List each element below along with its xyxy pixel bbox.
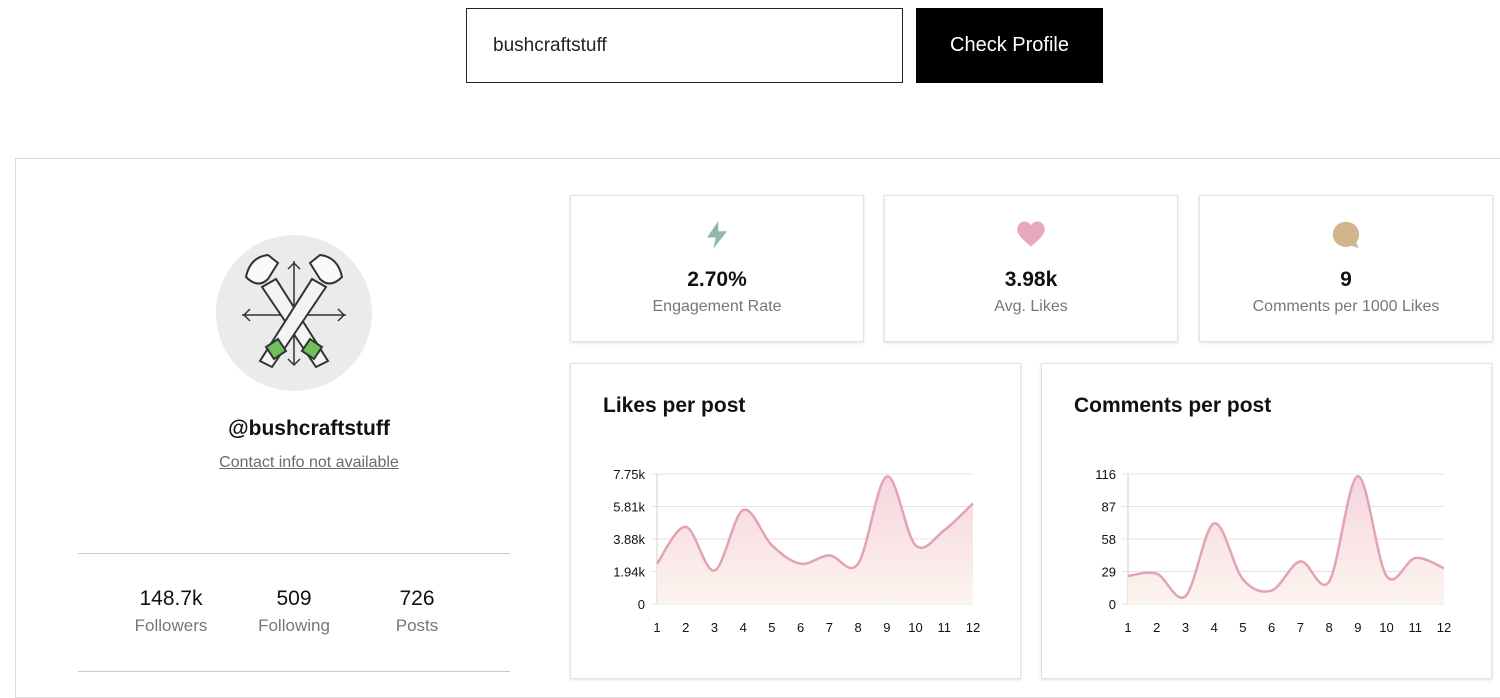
x-tick-label: 4 bbox=[1211, 620, 1218, 635]
y-tick-label: 7.75k bbox=[613, 467, 645, 482]
following-label: Following bbox=[258, 616, 330, 635]
x-tick-label: 10 bbox=[908, 620, 922, 635]
x-tick-label: 12 bbox=[1437, 620, 1451, 635]
avg-likes-value: 3.98k bbox=[1004, 268, 1058, 291]
x-tick-label: 10 bbox=[1379, 620, 1393, 635]
followers-count: 148.7k bbox=[139, 587, 203, 610]
stats-top-divider bbox=[78, 553, 510, 554]
check-profile-button[interactable]: Check Profile bbox=[916, 8, 1103, 83]
series-line bbox=[1127, 474, 1445, 599]
series-line bbox=[655, 475, 974, 572]
series-area bbox=[1128, 476, 1444, 604]
x-tick-label: 8 bbox=[1325, 620, 1332, 635]
y-tick-label: 1.94k bbox=[613, 564, 645, 579]
contact-info-link[interactable]: Contact info not available bbox=[219, 454, 399, 471]
y-tick-label: 116 bbox=[1095, 467, 1116, 482]
lightning-icon bbox=[707, 221, 727, 249]
x-tick-label: 11 bbox=[1409, 620, 1423, 635]
x-tick-label: 3 bbox=[1182, 620, 1189, 635]
comment-icon bbox=[1332, 221, 1360, 249]
avatar bbox=[216, 235, 372, 391]
series-area bbox=[657, 476, 973, 604]
profile-panel: @bushcraftstuff Contact info not availab… bbox=[15, 158, 1500, 698]
x-tick-label: 1 bbox=[1124, 620, 1131, 635]
x-tick-label: 11 bbox=[938, 620, 952, 635]
comments-ratio-card: 9 Comments per 1000 Likes bbox=[1199, 195, 1493, 342]
followers-stat: 148.7k Followers bbox=[101, 587, 241, 636]
avg-likes-label: Avg. Likes bbox=[994, 298, 1068, 315]
crossed-axes-logo bbox=[216, 235, 372, 391]
x-tick-label: 6 bbox=[1268, 620, 1275, 635]
comments-chart-card: 0 29 58 87 116 1 2 3 4 5 6 7 8 9 10 11 12 Comments per p… bbox=[1041, 363, 1492, 679]
x-tick-label: 7 bbox=[1297, 620, 1304, 635]
following-stat: 509 Following bbox=[224, 587, 364, 636]
engagement-rate-value: 2.70% bbox=[687, 268, 747, 291]
y-tick-label: 3.88k bbox=[613, 532, 645, 547]
y-tick-label: 87 bbox=[1102, 500, 1116, 515]
y-tick-label: 29 bbox=[1102, 565, 1116, 580]
posts-count: 726 bbox=[399, 587, 435, 610]
comments-chart-title: Comments per post bbox=[1074, 394, 1272, 417]
followers-label: Followers bbox=[134, 616, 208, 635]
following-count: 509 bbox=[276, 587, 312, 610]
x-tick-label: 8 bbox=[854, 620, 861, 635]
x-tick-label: 9 bbox=[1354, 620, 1361, 635]
profile-username: @bushcraftstuff bbox=[228, 417, 390, 440]
stats-bottom-divider bbox=[78, 671, 510, 672]
x-tick-label: 12 bbox=[966, 620, 980, 635]
y-tick-label: 58 bbox=[1102, 532, 1116, 547]
x-tick-label: 2 bbox=[682, 620, 689, 635]
avg-likes-card: 3.98k Avg. Likes bbox=[884, 195, 1178, 342]
y-tick-label: 0 bbox=[638, 597, 645, 612]
x-tick-label: 4 bbox=[740, 620, 747, 635]
likes-chart-card: 0 1.94k 3.88k 5.81k 7.75k 1 2 3 4 5 6 7 8 9 10 11 12 Lik… bbox=[570, 363, 1021, 679]
x-tick-label: 6 bbox=[797, 620, 804, 635]
comments-ratio-label: Comments per 1000 Likes bbox=[1252, 298, 1440, 315]
heart-icon bbox=[1017, 221, 1045, 247]
posts-label: Posts bbox=[395, 616, 439, 635]
x-tick-label: 1 bbox=[653, 620, 660, 635]
x-tick-label: 5 bbox=[768, 620, 775, 635]
likes-chart-title: Likes per post bbox=[603, 394, 746, 417]
x-tick-label: 3 bbox=[711, 620, 718, 635]
engagement-rate-label: Engagement Rate bbox=[652, 298, 782, 315]
y-tick-label: 5.81k bbox=[613, 500, 645, 515]
comments-ratio-value: 9 bbox=[1340, 268, 1352, 291]
x-tick-label: 5 bbox=[1239, 620, 1246, 635]
engagement-rate-card: 2.70% Engagement Rate bbox=[570, 195, 864, 342]
x-tick-label: 9 bbox=[883, 620, 890, 635]
y-tick-label: 0 bbox=[1109, 597, 1116, 612]
x-tick-label: 7 bbox=[826, 620, 833, 635]
username-search-input[interactable] bbox=[466, 8, 903, 83]
x-tick-label: 2 bbox=[1153, 620, 1160, 635]
posts-stat: 726 Posts bbox=[347, 587, 487, 636]
